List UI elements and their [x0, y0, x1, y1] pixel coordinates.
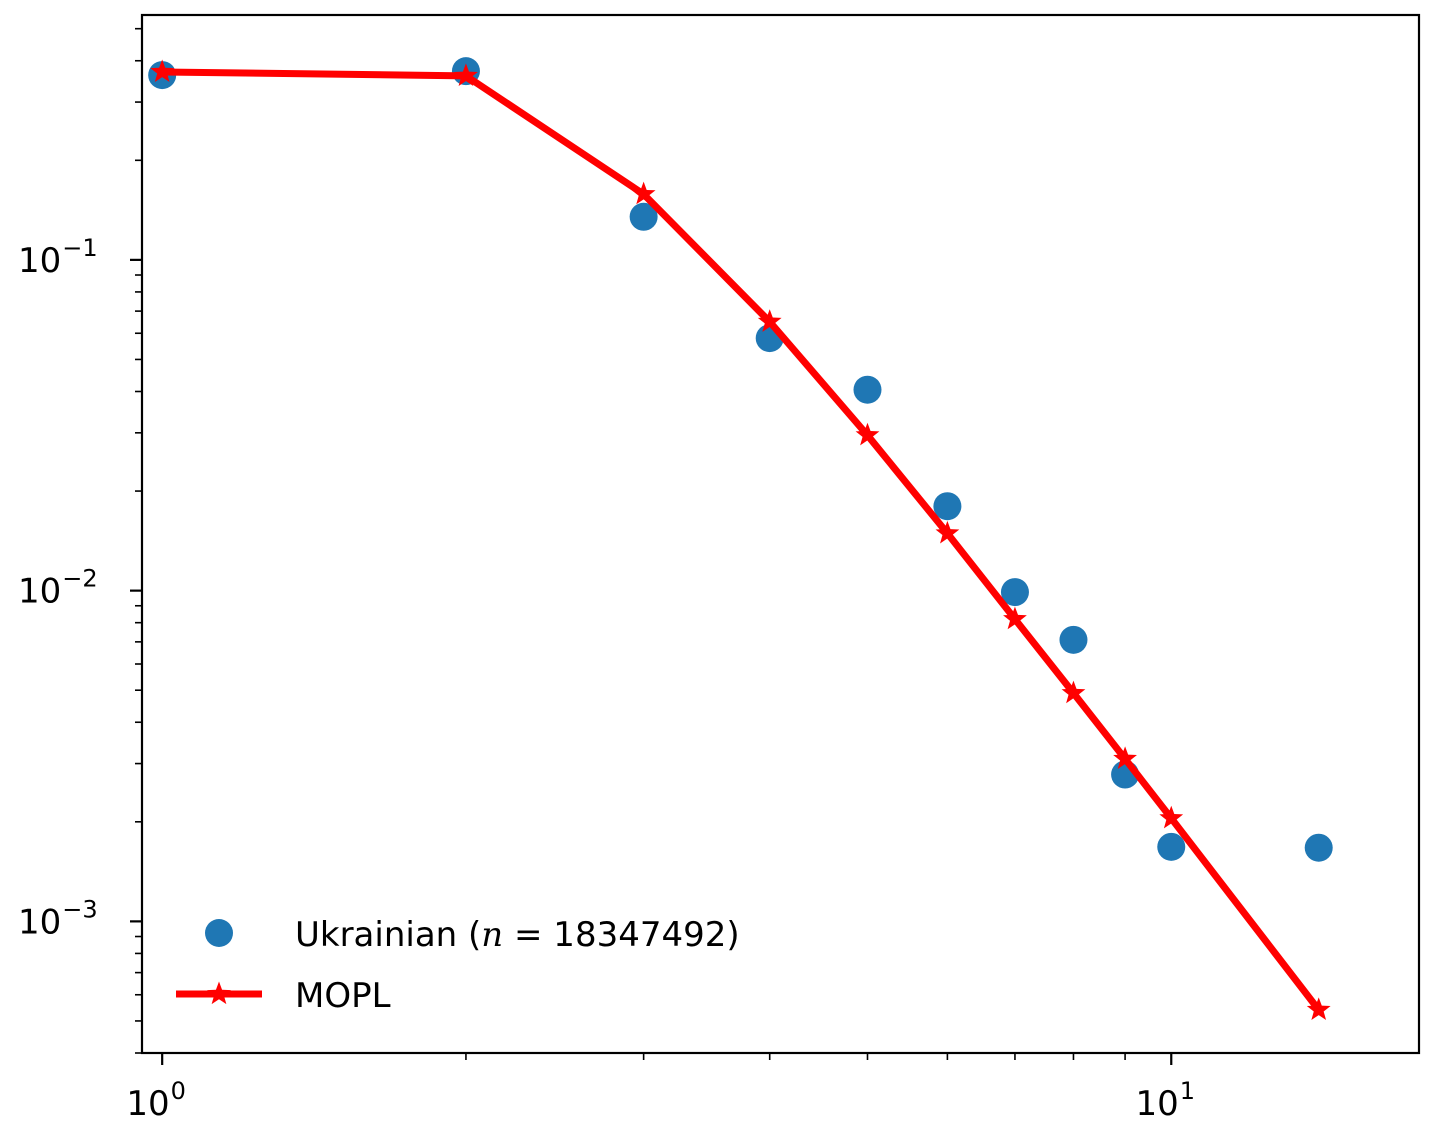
- series-mopl: [150, 59, 1331, 1020]
- ukrainian-point: [1157, 832, 1186, 861]
- tick-labels: 100 101 10−1 10−2 10−3: [18, 234, 1195, 1124]
- ukrainian-point: [1000, 578, 1029, 607]
- minor-ticks: [135, 27, 1126, 1060]
- major-ticks: [130, 258, 1173, 1065]
- legend: Ukrainian (n = 18347492) MOPL: [176, 915, 740, 1016]
- ukrainian-point: [629, 202, 658, 231]
- x-tick-label: 100: [126, 1077, 186, 1124]
- ukrainian-point: [853, 375, 882, 404]
- legend-entry-ukrainian: Ukrainian (n = 18347492): [205, 915, 740, 955]
- x-tick-label: 101: [1135, 1077, 1195, 1124]
- ukrainian-point: [1059, 625, 1088, 654]
- legend-marker-mopl: [207, 981, 231, 1005]
- mopl-point: [1306, 997, 1331, 1020]
- y-tick-label: 10−2: [18, 565, 98, 612]
- mopl-point: [1061, 680, 1086, 704]
- ukrainian-point: [1304, 833, 1333, 862]
- mopl-point: [1113, 746, 1137, 769]
- plot-frame: [140, 13, 1421, 1055]
- ukrainian-point: [933, 492, 962, 521]
- y-tick-label: 10−3: [18, 895, 98, 942]
- series-layer: [148, 57, 1333, 1020]
- mopl-point: [150, 59, 175, 83]
- mopl-point: [757, 309, 782, 332]
- legend-label-mopl: MOPL: [295, 976, 391, 1016]
- mopl-point: [631, 181, 656, 205]
- plot-background: [142, 15, 1419, 1053]
- mopl-point: [454, 63, 478, 86]
- mopl-point: [855, 422, 880, 446]
- legend-marker-ukrainian: [205, 919, 233, 947]
- legend-entry-mopl: MOPL: [176, 976, 391, 1016]
- mopl-point: [935, 520, 960, 544]
- mopl-point: [1003, 606, 1027, 630]
- mopl-point: [1159, 805, 1184, 829]
- legend-label-ukrainian: Ukrainian (n = 18347492): [295, 915, 740, 955]
- y-tick-label: 10−1: [18, 234, 98, 281]
